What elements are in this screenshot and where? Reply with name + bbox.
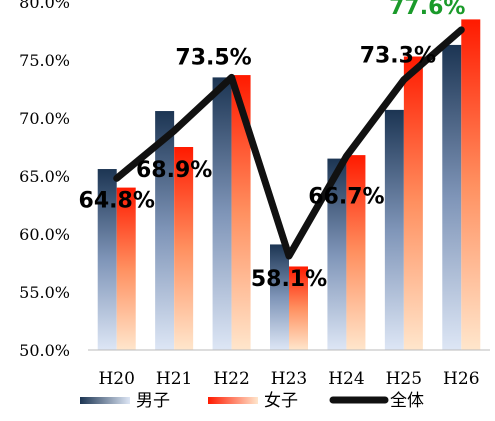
legend: 男子 女子 全体: [80, 391, 424, 411]
bar-male: [270, 244, 289, 350]
x-tick-label: H25: [386, 369, 422, 389]
bar-male: [155, 111, 175, 350]
bar-female: [346, 155, 366, 350]
data-label: 66.7%: [308, 184, 384, 209]
bar-male: [442, 44, 462, 351]
x-tick-label: H24: [328, 369, 364, 389]
y-tick-label: 70.0%: [19, 109, 70, 128]
y-tick-label: 60.0%: [19, 225, 70, 244]
legend-label-total: 全体: [390, 391, 424, 411]
total-line-path: [113, 26, 465, 260]
bar-male: [384, 109, 404, 350]
x-tick-label: H23: [271, 369, 307, 389]
y-tick-label: 80.0%: [19, 0, 70, 12]
legend-label-female: 女子: [264, 391, 298, 411]
data-label: 73.3%: [360, 44, 436, 69]
bars: [97, 19, 481, 351]
bar-male: [212, 77, 232, 351]
x-tick-label: H20: [98, 369, 134, 389]
x-axis: H20 H21 H22 H23 H24 H25 H26: [98, 369, 479, 389]
legend-swatch-female: [208, 397, 258, 404]
legend-swatch-male: [80, 397, 130, 404]
bar-female: [116, 187, 136, 350]
bar-female: [403, 56, 423, 351]
y-tick-label: 65.0%: [19, 167, 70, 186]
data-labels: 64.8% 68.9% 73.5% 58.1% 66.7% 73.3% 77.6%: [79, 0, 466, 292]
bar-female: [289, 266, 308, 350]
data-label: 77.6%: [389, 0, 465, 20]
x-tick-label: H26: [443, 369, 479, 389]
total-line: [113, 26, 465, 260]
x-tick-label: H22: [213, 369, 249, 389]
legend-label-male: 男子: [136, 391, 170, 411]
data-label: 58.1%: [251, 267, 327, 292]
y-tick-label: 50.0%: [19, 341, 70, 360]
y-tick-label: 55.0%: [19, 283, 70, 302]
data-label: 64.8%: [79, 188, 155, 213]
bar-female: [461, 19, 481, 351]
data-label: 68.9%: [136, 158, 212, 183]
bar-male: [97, 169, 117, 350]
y-axis: 50.0% 55.0% 60.0% 65.0% 70.0% 75.0% 80.0%: [19, 0, 70, 360]
y-tick-label: 75.0%: [19, 51, 70, 70]
x-tick-label: H21: [156, 369, 192, 389]
bar-female: [231, 75, 251, 350]
data-label: 73.5%: [175, 45, 251, 70]
bar-male: [327, 158, 347, 350]
bar-female: [174, 147, 194, 350]
